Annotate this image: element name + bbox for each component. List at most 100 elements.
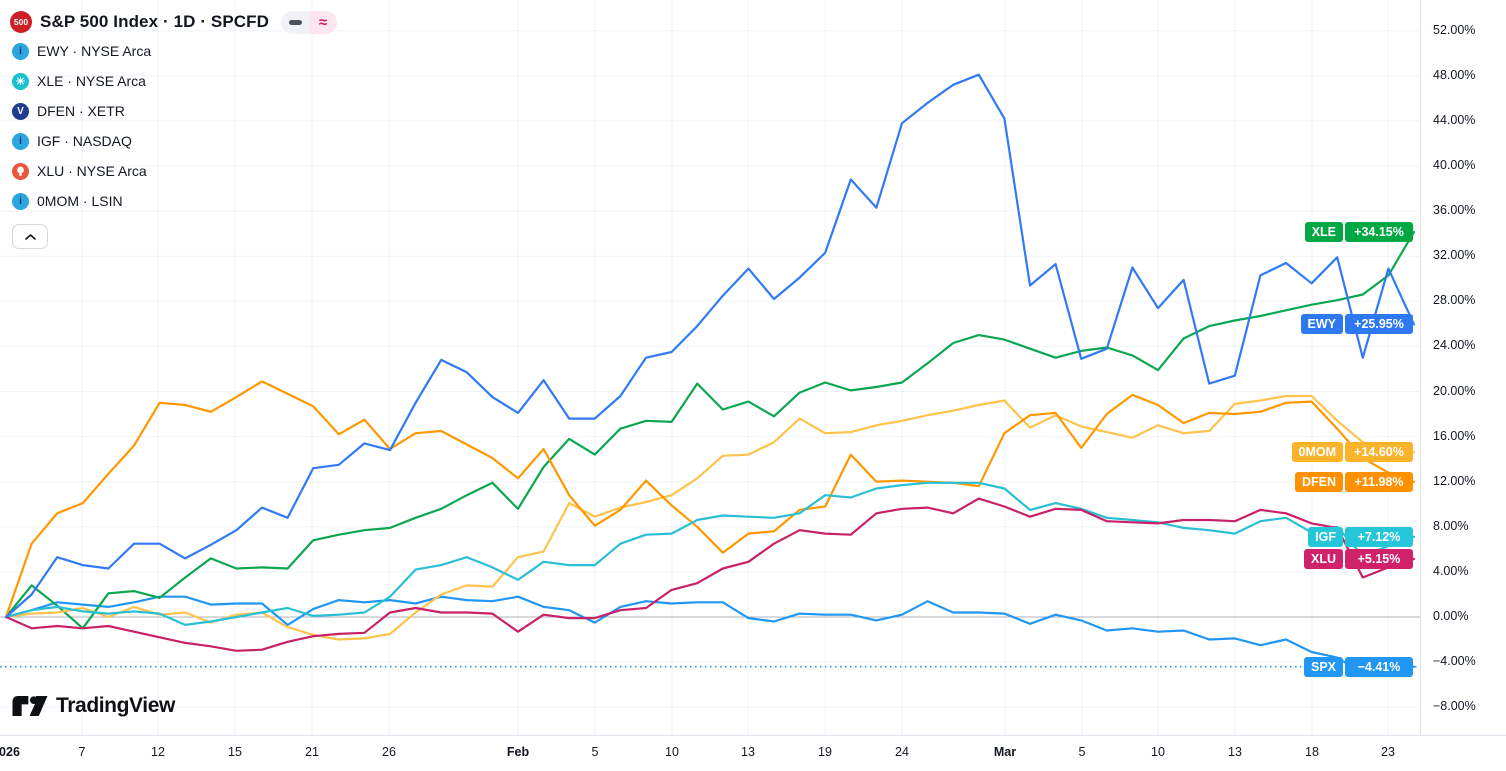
sp500-logo-icon: 500: [10, 11, 32, 33]
symbol-legend: 500 S&P 500 Index · 1D · SPCFD ≈ i EWY · …: [10, 8, 338, 249]
pill-change-value: −4.41%: [1345, 656, 1413, 677]
legend-symbol-label: XLE · NYSE Arca: [37, 73, 146, 89]
legend-row-xlu[interactable]: XLU · NYSE Arca: [12, 156, 337, 186]
lightbulb-icon: [12, 162, 29, 180]
time-axis-label: 13: [741, 745, 755, 759]
ishares-icon: i: [12, 42, 29, 60]
time-axis-label: 15: [228, 745, 242, 759]
price-axis-label: 0.00%: [1433, 609, 1469, 623]
price-axis-label: 12.00%: [1433, 473, 1476, 488]
minus-icon: [288, 19, 302, 25]
series-line-ewy[interactable]: [4, 73, 1416, 619]
compare-symbol-list: i EWY · NYSE Arca ✳ XLE · NYSE Arca V DFEN · …: [10, 36, 337, 216]
legend-row-ewy[interactable]: i EWY · NYSE Arca: [12, 36, 337, 66]
time-axis-label: Feb: [506, 745, 530, 759]
collapse-legend-button[interactable]: [12, 224, 48, 249]
time-axis-label: 26: [382, 745, 396, 759]
pill-symbol: EWY: [1300, 314, 1343, 335]
legend-row-igf[interactable]: i IGF · NASDAQ: [12, 126, 337, 156]
legend-symbol-label: DFEN · XETR: [37, 103, 125, 119]
price-axis-label: 48.00%: [1433, 67, 1476, 82]
spdr-flower-icon: ✳: [12, 72, 29, 90]
price-axis-label: 20.00%: [1433, 383, 1476, 398]
tradingview-wordmark: TradingView: [56, 694, 175, 717]
ishares-icon: i: [12, 132, 29, 150]
comparison-line-chart[interactable]: [0, 0, 1421, 735]
legend-row-xle[interactable]: ✳ XLE · NYSE Arca: [12, 66, 337, 96]
series-line-igf[interactable]: [4, 481, 1416, 627]
pill-change-value: +14.60%: [1345, 442, 1413, 463]
page-title[interactable]: S&P 500 Index · 1D · SPCFD: [40, 12, 270, 31]
pill-change-value: +11.98%: [1345, 471, 1413, 492]
series-line-xlu[interactable]: [4, 497, 1416, 652]
time-axis-label: 7: [78, 745, 86, 759]
time-axis-label: 18: [1305, 745, 1319, 759]
legend-symbol-label: IGF · NASDAQ: [37, 133, 132, 149]
price-pill-ewy[interactable]: EWY +25.95%: [1300, 314, 1413, 335]
time-axis-label: 10: [1151, 745, 1165, 759]
price-axis-label: 36.00%: [1433, 203, 1476, 218]
price-pill-spx[interactable]: SPX −4.41%: [1303, 656, 1413, 677]
price-axis-label: −4.00%: [1433, 654, 1476, 669]
time-axis-label: 23: [1381, 745, 1395, 759]
pill-symbol: XLU: [1304, 548, 1343, 569]
price-pill-xle[interactable]: XLE +34.15%: [1304, 221, 1413, 242]
price-pill-xlu[interactable]: XLU +5.15%: [1304, 548, 1413, 569]
legend-symbol-label: 0MOM · LSIN: [37, 193, 123, 209]
time-axis-label: 24: [895, 745, 909, 759]
pill-symbol: DFEN: [1294, 471, 1343, 492]
chevron-up-icon: [24, 233, 36, 240]
price-axis-label: 24.00%: [1433, 338, 1476, 353]
minus-toggle-button[interactable]: [281, 10, 310, 34]
price-scale[interactable]: 52.00% 48.00% 44.00% 40.00% 36.00% 32.00% 28.0…: [1421, 0, 1506, 735]
price-pill-dfen[interactable]: DFEN +11.98%: [1294, 471, 1413, 492]
pill-symbol: 0MOM: [1291, 442, 1343, 463]
price-axis-label: 8.00%: [1433, 518, 1469, 533]
time-axis-label: 13: [1228, 745, 1242, 759]
time-axis-label: 19: [818, 745, 832, 759]
legend-symbol-label: EWY · NYSE Arca: [37, 43, 152, 59]
pill-symbol: XLE: [1304, 221, 1343, 242]
series-line-dfen[interactable]: [4, 380, 1416, 619]
price-axis-label: 4.00%: [1433, 563, 1469, 578]
pill-change-value: +34.15%: [1345, 221, 1413, 242]
time-axis-label: 10: [665, 745, 679, 759]
vaneck-icon: V: [12, 102, 29, 120]
time-axis-label: 5: [1078, 745, 1086, 759]
ishares-icon: i: [12, 192, 29, 210]
time-axis-label: 5: [591, 745, 599, 759]
price-pill-igf[interactable]: IGF +7.12%: [1308, 526, 1413, 547]
time-axis-label: 2026: [0, 745, 20, 759]
chart-pane[interactable]: SPX −4.41% XLE +34.15% 0MOM +14.60% DFEN +11.98…: [0, 0, 1421, 735]
price-axis-label: 52.00%: [1433, 22, 1476, 37]
price-pill-0mom[interactable]: 0MOM +14.60%: [1291, 442, 1413, 463]
tradingview-logo[interactable]: TradingView: [10, 692, 175, 720]
price-axis-label: 28.00%: [1433, 293, 1476, 308]
time-scale[interactable]: 2026 7 12 15 21 26 Feb 5 10 13 19 24 Mar 5 10 13 18 23: [0, 736, 1506, 771]
series-line-xle[interactable]: [4, 230, 1416, 630]
pill-symbol: SPX: [1303, 656, 1343, 677]
pill-symbol: IGF: [1308, 526, 1343, 547]
time-axis-label: 21: [305, 745, 319, 759]
main-symbol-row[interactable]: 500 S&P 500 Index · 1D · SPCFD ≈: [10, 8, 338, 36]
time-axis-label: 12: [151, 745, 165, 759]
price-axis-label: 44.00%: [1433, 112, 1476, 127]
price-axis-label: 32.00%: [1433, 248, 1476, 263]
pill-change-value: +25.95%: [1345, 314, 1413, 335]
pill-change-value: +7.12%: [1345, 526, 1413, 547]
tradingview-mark-icon: [12, 696, 48, 716]
legend-symbol-label: XLU · NYSE Arca: [37, 163, 147, 179]
series-line-0mom[interactable]: [4, 394, 1416, 641]
series-toggles: ≈: [281, 10, 338, 34]
legend-row-0mom[interactable]: i 0MOM · LSIN: [12, 186, 337, 216]
price-axis-label: −8.00%: [1433, 699, 1476, 714]
time-axis-label: Mar: [993, 745, 1017, 759]
legend-row-dfen[interactable]: V DFEN · XETR: [12, 96, 337, 126]
approx-toggle-button[interactable]: ≈: [309, 10, 338, 34]
series-line-spx[interactable]: [4, 595, 1416, 675]
price-axis-separator: [1420, 0, 1421, 735]
time-axis-separator: [0, 735, 1506, 736]
pill-change-value: +5.15%: [1345, 548, 1413, 569]
price-axis-label: 16.00%: [1433, 428, 1476, 443]
